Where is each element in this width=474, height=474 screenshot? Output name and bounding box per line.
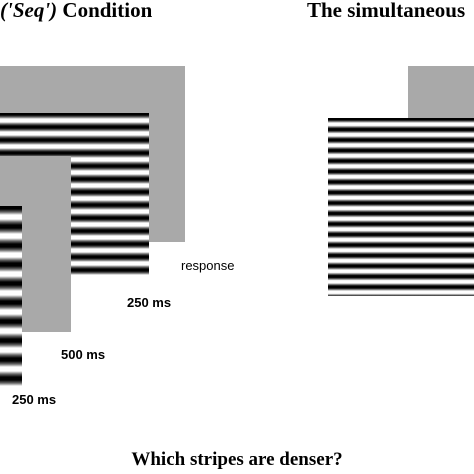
duration-label-first: 250 ms — [12, 392, 57, 407]
simultaneous-gray-frame — [408, 66, 474, 126]
simultaneous-stimulus-stripes — [328, 118, 474, 296]
seq-abbreviation: ('Seq') — [0, 0, 58, 22]
sequential-condition-title: ('Seq') Condition — [0, 0, 152, 23]
task-question: Which stripes are denser? — [131, 449, 343, 470]
duration-label-second: 250 ms — [127, 295, 172, 310]
duration-label-interval: 500 ms — [61, 347, 106, 362]
simultaneous-condition-title: The simultaneous — [307, 0, 466, 22]
response-label: response — [181, 258, 235, 273]
first-stimulus-stripes — [0, 206, 22, 389]
condition-word: Condition — [57, 0, 153, 22]
